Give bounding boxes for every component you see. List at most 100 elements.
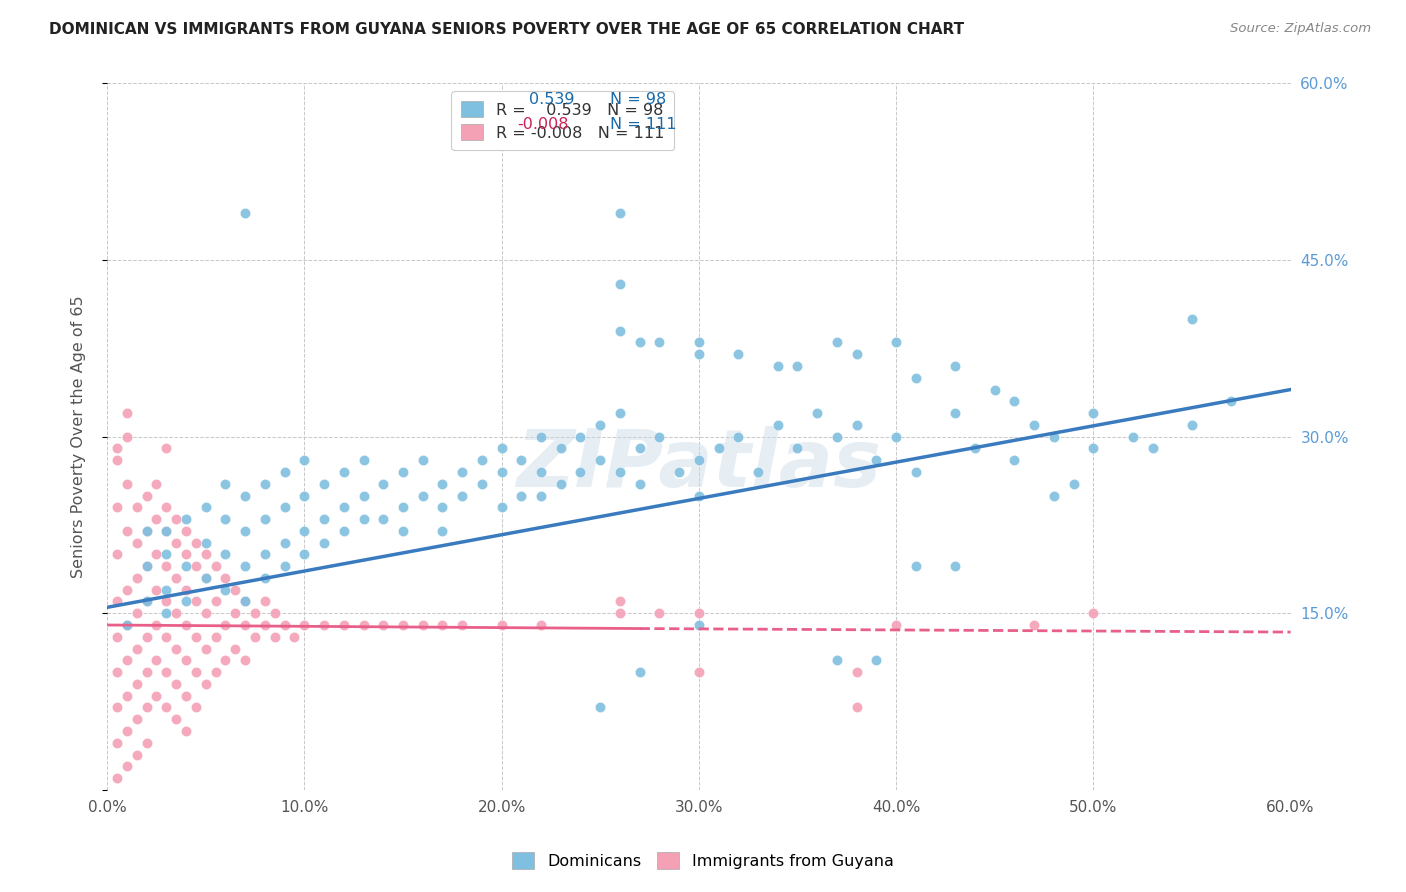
- Point: [1083, 406, 1105, 420]
- Point: [155, 442, 177, 456]
- Point: [806, 406, 828, 420]
- Y-axis label: Seniors Poverty Over the Age of 65: Seniors Poverty Over the Age of 65: [72, 295, 86, 578]
- Point: [1043, 488, 1066, 502]
- Point: [766, 359, 789, 373]
- Point: [165, 641, 187, 656]
- Point: [530, 430, 553, 444]
- Point: [125, 606, 148, 620]
- Point: [214, 582, 236, 597]
- Point: [204, 559, 226, 574]
- Point: [224, 606, 246, 620]
- Point: [155, 594, 177, 608]
- Point: [353, 512, 375, 526]
- Point: [224, 582, 246, 597]
- Point: [983, 383, 1005, 397]
- Text: N = 111: N = 111: [610, 118, 676, 132]
- Point: [668, 465, 690, 479]
- Point: [135, 524, 157, 538]
- Point: [253, 547, 276, 561]
- Point: [115, 524, 138, 538]
- Point: [105, 453, 128, 467]
- Point: [105, 500, 128, 515]
- Point: [333, 500, 356, 515]
- Point: [115, 759, 138, 773]
- Point: [845, 700, 868, 714]
- Point: [214, 547, 236, 561]
- Text: -0.008: -0.008: [517, 118, 569, 132]
- Point: [825, 653, 848, 667]
- Point: [628, 442, 651, 456]
- Point: [491, 465, 513, 479]
- Point: [747, 465, 769, 479]
- Point: [135, 488, 157, 502]
- Point: [125, 677, 148, 691]
- Point: [333, 618, 356, 632]
- Point: [283, 630, 305, 644]
- Point: [145, 547, 167, 561]
- Point: [884, 618, 907, 632]
- Point: [471, 476, 494, 491]
- Point: [432, 476, 454, 491]
- Point: [707, 442, 730, 456]
- Point: [105, 700, 128, 714]
- Point: [174, 524, 197, 538]
- Point: [145, 512, 167, 526]
- Point: [292, 524, 315, 538]
- Point: [135, 524, 157, 538]
- Point: [550, 442, 572, 456]
- Point: [589, 700, 612, 714]
- Point: [825, 335, 848, 350]
- Legend: Dominicans, Immigrants from Guyana: Dominicans, Immigrants from Guyana: [506, 846, 900, 875]
- Point: [884, 335, 907, 350]
- Point: [105, 771, 128, 785]
- Point: [510, 453, 533, 467]
- Point: [184, 535, 207, 549]
- Point: [155, 500, 177, 515]
- Point: [125, 500, 148, 515]
- Point: [135, 736, 157, 750]
- Point: [312, 535, 335, 549]
- Point: [174, 689, 197, 703]
- Point: [155, 630, 177, 644]
- Point: [273, 500, 295, 515]
- Point: [194, 571, 217, 585]
- Point: [648, 335, 671, 350]
- Point: [569, 465, 592, 479]
- Point: [609, 277, 631, 291]
- Point: [253, 618, 276, 632]
- Point: [471, 453, 494, 467]
- Point: [174, 594, 197, 608]
- Point: [174, 547, 197, 561]
- Point: [233, 488, 256, 502]
- Point: [125, 535, 148, 549]
- Point: [412, 453, 434, 467]
- Point: [263, 630, 285, 644]
- Point: [204, 665, 226, 679]
- Point: [174, 618, 197, 632]
- Point: [510, 488, 533, 502]
- Point: [786, 359, 808, 373]
- Point: [184, 559, 207, 574]
- Point: [135, 559, 157, 574]
- Point: [155, 582, 177, 597]
- Point: [145, 618, 167, 632]
- Point: [727, 430, 749, 444]
- Point: [273, 465, 295, 479]
- Point: [392, 465, 415, 479]
- Point: [155, 665, 177, 679]
- Point: [194, 641, 217, 656]
- Point: [688, 488, 710, 502]
- Point: [253, 594, 276, 608]
- Point: [125, 747, 148, 762]
- Point: [530, 465, 553, 479]
- Point: [432, 500, 454, 515]
- Point: [125, 571, 148, 585]
- Point: [233, 618, 256, 632]
- Point: [845, 665, 868, 679]
- Point: [115, 582, 138, 597]
- Point: [628, 665, 651, 679]
- Point: [174, 559, 197, 574]
- Point: [904, 371, 927, 385]
- Point: [273, 559, 295, 574]
- Point: [530, 618, 553, 632]
